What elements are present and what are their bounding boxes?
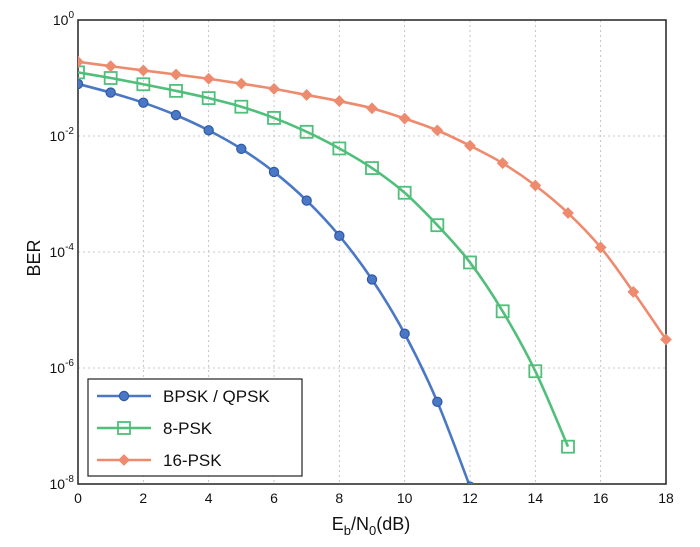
data-point [366,274,378,285]
data-point [432,396,443,408]
x-label-sub2: 0 [369,523,376,538]
x-label-main: E [332,514,344,534]
x-tick-label: 10 [397,490,413,506]
data-point [594,241,607,254]
data-point [496,157,509,170]
legend-swatch-marker [117,421,131,435]
x-tick-label: 18 [658,490,674,506]
x-axis-label: Eb/N0(dB) [332,514,411,538]
data-point [430,218,445,233]
series-layer [78,55,672,484]
data-point [397,185,412,200]
data-point [236,143,247,155]
data-point [399,328,410,339]
tick-labels: 0 2 4 6 8 10 12 14 16 18 100 10-2 10-4 10-6 10-8 [50,10,674,506]
legend-label: BPSK / QPSK [163,387,270,406]
x-tick-label: 2 [139,490,147,506]
data-point [334,230,345,242]
series-3 [78,55,672,346]
data-point [170,109,182,121]
x-tick-label: 4 [205,490,213,506]
data-point [301,195,312,206]
data-point [528,364,543,379]
data-point [235,77,248,90]
data-point [333,95,346,107]
data-point [203,125,214,136]
data-point [104,60,117,73]
data-point [495,304,510,319]
data-point [332,141,347,156]
legend-swatch-marker [118,454,130,466]
data-point [660,333,672,346]
data-point [627,286,640,298]
x-label-sub1: b [344,523,351,538]
legend-item: 8-PSK [97,419,213,438]
legend: BPSK / QPSK 8-PSK 16-PSK [87,378,303,477]
series-line [78,71,570,448]
x-tick-label: 12 [462,490,478,506]
data-point [169,83,183,98]
data-point [431,124,444,137]
data-point [268,82,280,95]
data-point [170,68,182,81]
y-tick-label: 100 [53,10,75,28]
legend-swatch-marker [118,390,130,402]
y-tick-label: 10-8 [50,474,75,492]
data-point [366,102,378,115]
data-point [267,111,281,125]
y-tick-label: 10-4 [50,242,75,260]
data-point [365,161,379,175]
x-tick-label: 8 [335,490,343,506]
data-point [202,72,215,85]
data-point [561,439,575,454]
data-point [562,207,574,219]
data-point [138,97,149,108]
legend-label: 16-PSK [163,451,222,470]
data-point [529,179,542,192]
data-point [300,89,313,101]
x-tick-label: 16 [593,490,609,506]
legend-item: 16-PSK [97,451,222,470]
data-point [78,78,84,90]
data-point [234,99,249,114]
data-point [299,124,314,139]
plot-frame [77,19,667,485]
data-point [465,481,475,484]
x-tick-label: 6 [270,490,278,506]
data-point [268,166,280,178]
data-point [137,64,150,77]
y-tick-label: 10-2 [50,126,75,144]
data-point [463,255,477,270]
series-1 [78,78,475,484]
data-point [201,91,216,106]
data-point [105,87,116,98]
data-point [398,112,411,125]
y-axis-label: BER [24,239,44,276]
x-label-mid: /N [351,514,369,534]
data-point [78,55,84,68]
data-point [136,77,151,92]
legend-label: 8-PSK [163,419,213,438]
y-tick-label: 10-6 [50,358,75,376]
data-point [78,65,85,80]
x-tick-label: 0 [74,490,82,506]
data-point [464,139,476,152]
x-tick-label: 14 [528,490,544,506]
x-label-tail: (dB) [376,514,410,534]
legend-item: BPSK / QPSK [97,387,270,406]
